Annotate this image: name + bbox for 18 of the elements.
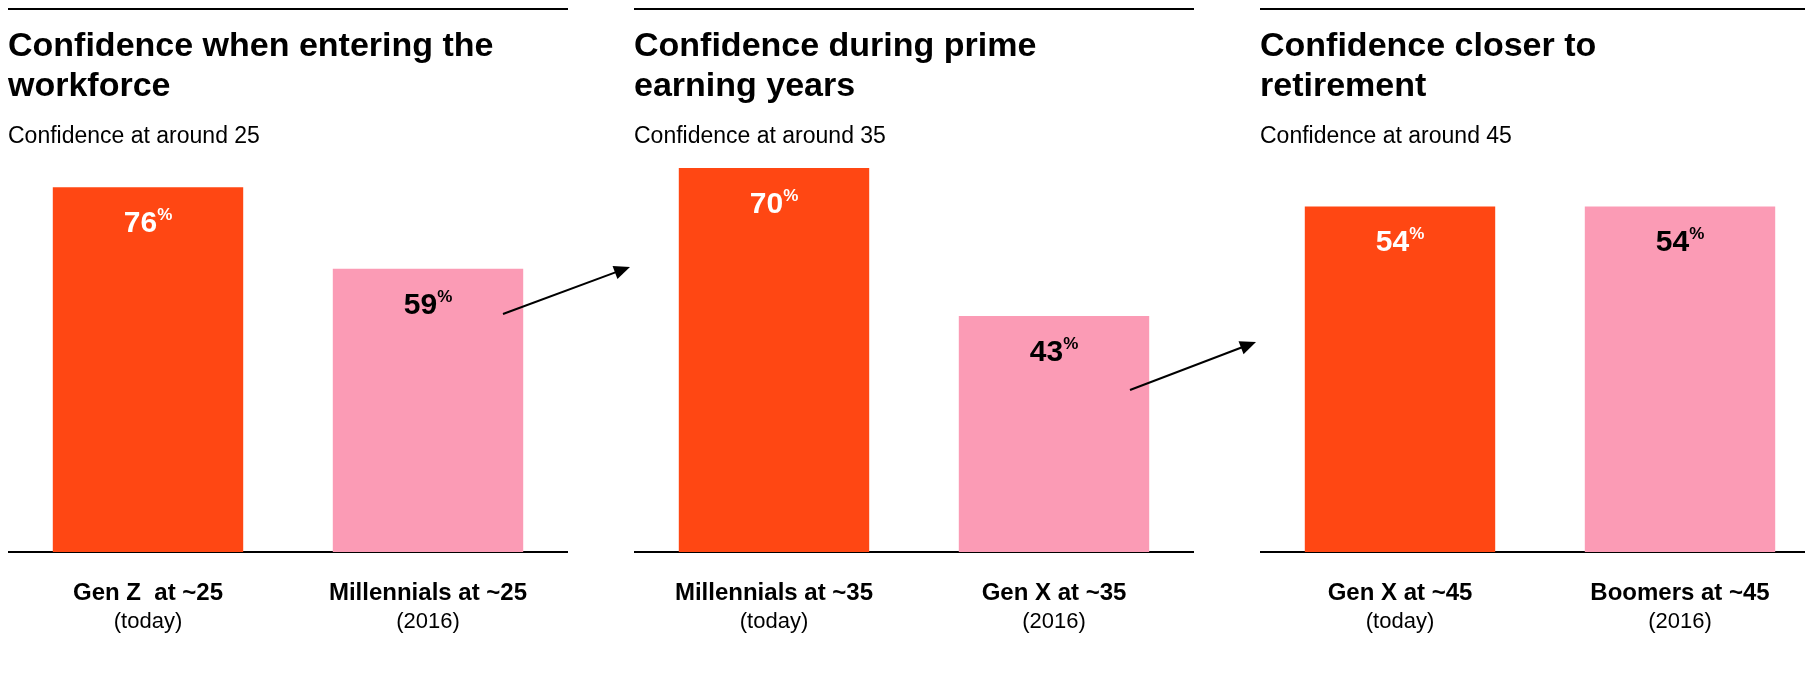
chart-subtitle: Confidence at around 35 <box>634 122 887 150</box>
chart-title: Confidence when entering the workforce <box>8 24 495 104</box>
data-label: 54% <box>1375 224 1425 258</box>
data-label: 43% <box>1029 334 1079 368</box>
data-label: 70% <box>749 186 799 219</box>
x-tick-label: Millennials at ~35 (today) <box>674 578 874 633</box>
data-label: 76% <box>123 205 173 239</box>
chart-title: Confidence during prime earning years <box>634 24 1038 104</box>
chart-title: Confidence closer to retirement <box>1260 24 1598 104</box>
x-tick-label: Gen X at ~45 (today) <box>1327 578 1473 633</box>
data-label: 54% <box>1655 224 1705 258</box>
x-tick-label: Boomers at ~45 (2016) <box>1590 578 1770 633</box>
x-tick-label: Gen Z at ~25 (today) <box>72 578 224 633</box>
chart-subtitle: Confidence at around 45 <box>1260 122 1513 150</box>
x-tick-label: Millennials at ~25 (2016) <box>328 578 528 633</box>
data-label: 59% <box>403 286 453 320</box>
x-tick-label: Gen X at ~35 (2016) <box>981 578 1127 633</box>
chart-subtitle: Confidence at around 25 <box>8 122 261 150</box>
